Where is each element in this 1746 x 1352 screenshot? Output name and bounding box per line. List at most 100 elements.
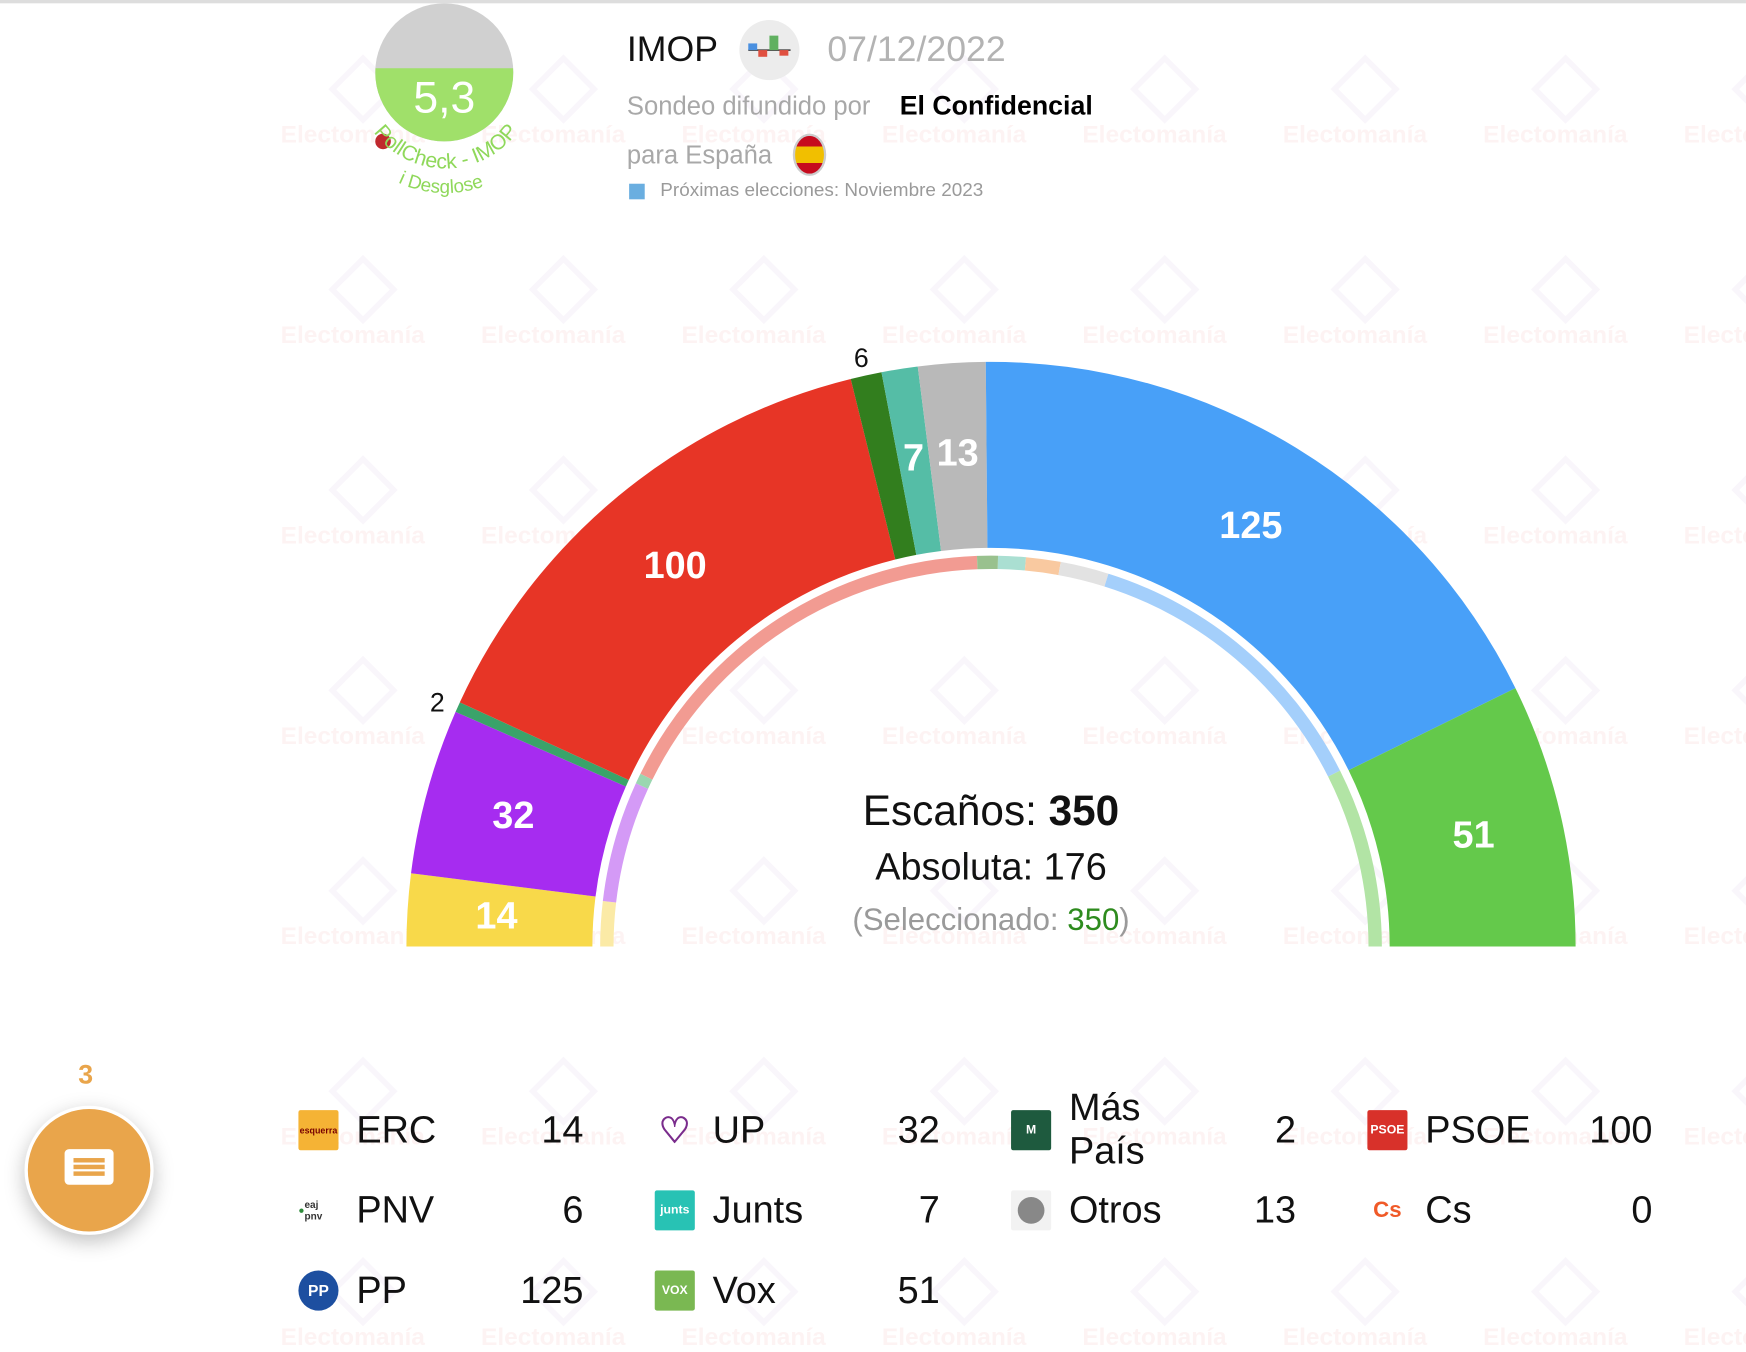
watermark-text: Electomanía xyxy=(481,320,626,349)
scope-label: para España xyxy=(626,140,773,170)
watermark-text: Electomanía xyxy=(481,120,626,149)
watermark-text: Electomanía xyxy=(881,721,1027,750)
segment-otros[interactable] xyxy=(917,361,988,551)
previous-segment-vox[interactable] xyxy=(1328,770,1382,947)
segment-junts[interactable] xyxy=(881,366,942,555)
segment-vox[interactable] xyxy=(1348,688,1576,947)
selected-label: (Seleccionado: xyxy=(852,901,1059,937)
heart-logo-icon: ♡ xyxy=(658,1110,691,1151)
comments-button[interactable] xyxy=(24,1105,154,1235)
mas-pais-logo-icon: M xyxy=(1011,1110,1052,1151)
legend-item-pp[interactable]: PP PP 125 xyxy=(298,1266,621,1315)
majority: Absoluta: 176 xyxy=(875,846,1107,889)
pollcheck-rating[interactable]: 5,3 PollCheck - IMOP i Desglose xyxy=(334,0,557,223)
legend-item-pnv[interactable]: ● eaj pnv PNV 6 xyxy=(298,1186,621,1235)
pp-logo-icon: PP xyxy=(298,1270,339,1311)
previous-segment-pp[interactable] xyxy=(1104,573,1341,777)
legend-item-más-país[interactable]: M Más País 2 xyxy=(1011,1087,1334,1173)
target-icon xyxy=(375,133,391,150)
psoe-logo-icon: PSOE xyxy=(1367,1110,1408,1151)
watermark-text: Electomanía xyxy=(881,1322,1027,1351)
legend-item-otros[interactable]: Otros 13 xyxy=(1011,1186,1334,1235)
watermark-text: Electomanía xyxy=(1683,1322,1746,1351)
party-name: Cs xyxy=(1425,1188,1472,1231)
party-seats: 2 xyxy=(1275,1108,1297,1151)
previous-segment-up[interactable] xyxy=(602,783,649,903)
media-name[interactable]: El Confidencial xyxy=(899,91,1093,122)
watermark-logo-icon xyxy=(1530,1257,1601,1327)
party-name: UP xyxy=(712,1108,766,1151)
watermark-text: Electomanía xyxy=(280,921,425,950)
seats-total: Escaños: 350 xyxy=(768,788,1213,836)
watermark-text: Electomanía xyxy=(881,1122,1027,1151)
next-elections: Próximas elecciones: Noviembre 2023 xyxy=(660,179,984,201)
watermark-text: Electomanía xyxy=(1082,1122,1227,1151)
previous-segment-erc[interactable] xyxy=(600,900,617,947)
segment-pnv[interactable] xyxy=(850,372,917,560)
legend-item-up[interactable]: ♡ UP 32 xyxy=(655,1106,978,1155)
watermark-text: Electomanía xyxy=(1683,120,1746,149)
legend-item-junts[interactable]: junts Junts 7 xyxy=(654,1186,978,1235)
legend-item-psoe[interactable]: PSOE PSOE 100 xyxy=(1367,1106,1690,1155)
segment-pp[interactable] xyxy=(985,361,1516,771)
watermark-text: Electomanía xyxy=(681,1122,826,1151)
comment-count-badge: 3 xyxy=(78,1060,94,1091)
watermark-text: Electomanía xyxy=(1082,721,1227,750)
segment-up[interactable] xyxy=(411,711,626,897)
previous-segment-cs[interactable] xyxy=(1024,557,1061,576)
selected-value: 350 xyxy=(1067,901,1120,937)
gray-dot-icon xyxy=(1011,1190,1052,1231)
seat-label-junts: 7 xyxy=(903,437,924,479)
ballot-box-icon xyxy=(629,183,645,200)
party-name: PSOE xyxy=(1425,1108,1531,1151)
party-seats: 13 xyxy=(1253,1188,1297,1231)
segment-erc[interactable] xyxy=(406,873,596,947)
rating-value: 5,3 xyxy=(413,73,475,122)
poll-date: 07/12/2022 xyxy=(827,28,1006,70)
watermark-text: Electomanía xyxy=(280,521,425,549)
watermark-text: Electomanía xyxy=(681,721,826,750)
watermark-text: Electomanía xyxy=(1483,1122,1628,1151)
watermark-text: Electomanía xyxy=(1282,320,1428,349)
esquerra-logo-icon: esquerra xyxy=(298,1110,339,1151)
watermark-text: Electomanía xyxy=(681,320,826,349)
watermark-text: Electomanía xyxy=(1082,320,1227,349)
junts-logo-icon: junts xyxy=(654,1190,695,1231)
seat-label-pnv: 6 xyxy=(854,343,869,373)
previous-segment-psoe[interactable] xyxy=(640,555,978,780)
previous-segment-más-país[interactable] xyxy=(635,773,653,789)
previous-segment-pnv[interactable] xyxy=(976,555,999,570)
watermark-text: Electomanía xyxy=(681,921,826,950)
watermark-text: Electomanía xyxy=(1082,921,1227,950)
watermark-logo-icon xyxy=(1731,1056,1746,1126)
watermark-logo-icon xyxy=(1130,1257,1200,1327)
legend-item-erc[interactable]: esquerra ERC 14 xyxy=(298,1106,621,1155)
legend-item-vox[interactable]: VOX Vox 51 xyxy=(654,1266,978,1315)
party-seats: 32 xyxy=(897,1108,940,1151)
trend-chart-icon[interactable] xyxy=(739,20,800,81)
segment-psoe[interactable] xyxy=(459,378,896,780)
parliament-chart: 14 32 2 100 6 7 13 125 51 xyxy=(406,343,1576,947)
watermark-text: Electomanía xyxy=(1483,120,1628,149)
legend-item-cs[interactable]: Cs Cs 0 xyxy=(1367,1186,1690,1235)
seat-label-psoe: 100 xyxy=(644,545,707,587)
segment-más-país[interactable] xyxy=(455,702,629,787)
watermark-text: Electomanía xyxy=(1683,921,1746,950)
previous-segment-otros[interactable] xyxy=(1058,561,1109,587)
pnv-logo-icon: ● eaj pnv xyxy=(298,1199,323,1222)
cs-logo-icon: Cs xyxy=(1373,1197,1402,1223)
watermark-text: Electomanía xyxy=(1683,320,1746,349)
watermark-text: Electomanía xyxy=(1683,521,1746,549)
pollster-name: IMOP xyxy=(626,28,718,70)
party-name: Otros xyxy=(1068,1188,1162,1231)
party-seats: 14 xyxy=(541,1108,584,1151)
party-seats: 51 xyxy=(897,1268,940,1312)
published-by-label: Sondeo difundido por xyxy=(626,91,871,121)
watermark-text: Electomanía xyxy=(1282,120,1428,149)
seat-label-otros: 13 xyxy=(937,432,979,474)
previous-segment-junts[interactable] xyxy=(997,555,1027,571)
selected-seats: (Seleccionado: 350) xyxy=(768,902,1213,938)
party-seats: 100 xyxy=(1589,1108,1653,1151)
seat-label-más-país: 2 xyxy=(430,687,445,717)
